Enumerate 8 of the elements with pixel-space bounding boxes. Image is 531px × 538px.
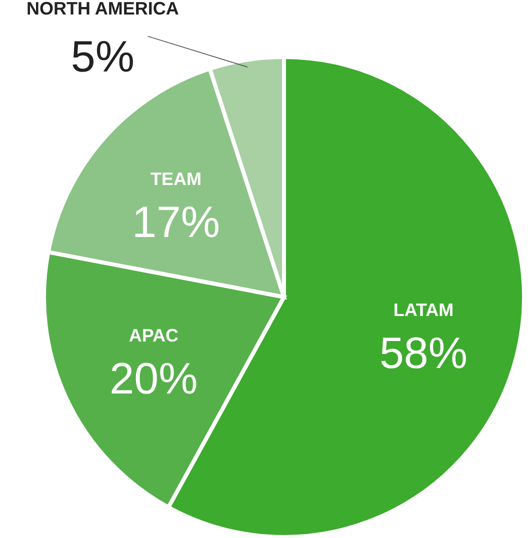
slice-label: TEAM [150,168,202,189]
data-label: 5% [70,32,134,82]
slice-label: NORTH AMERICA [26,0,179,18]
data-label: 58% [379,328,468,378]
slice-label: LATAM [393,300,454,320]
slice-label: APAC [128,325,179,346]
data-label: 17% [132,198,220,247]
data-label: 20% [110,354,198,404]
